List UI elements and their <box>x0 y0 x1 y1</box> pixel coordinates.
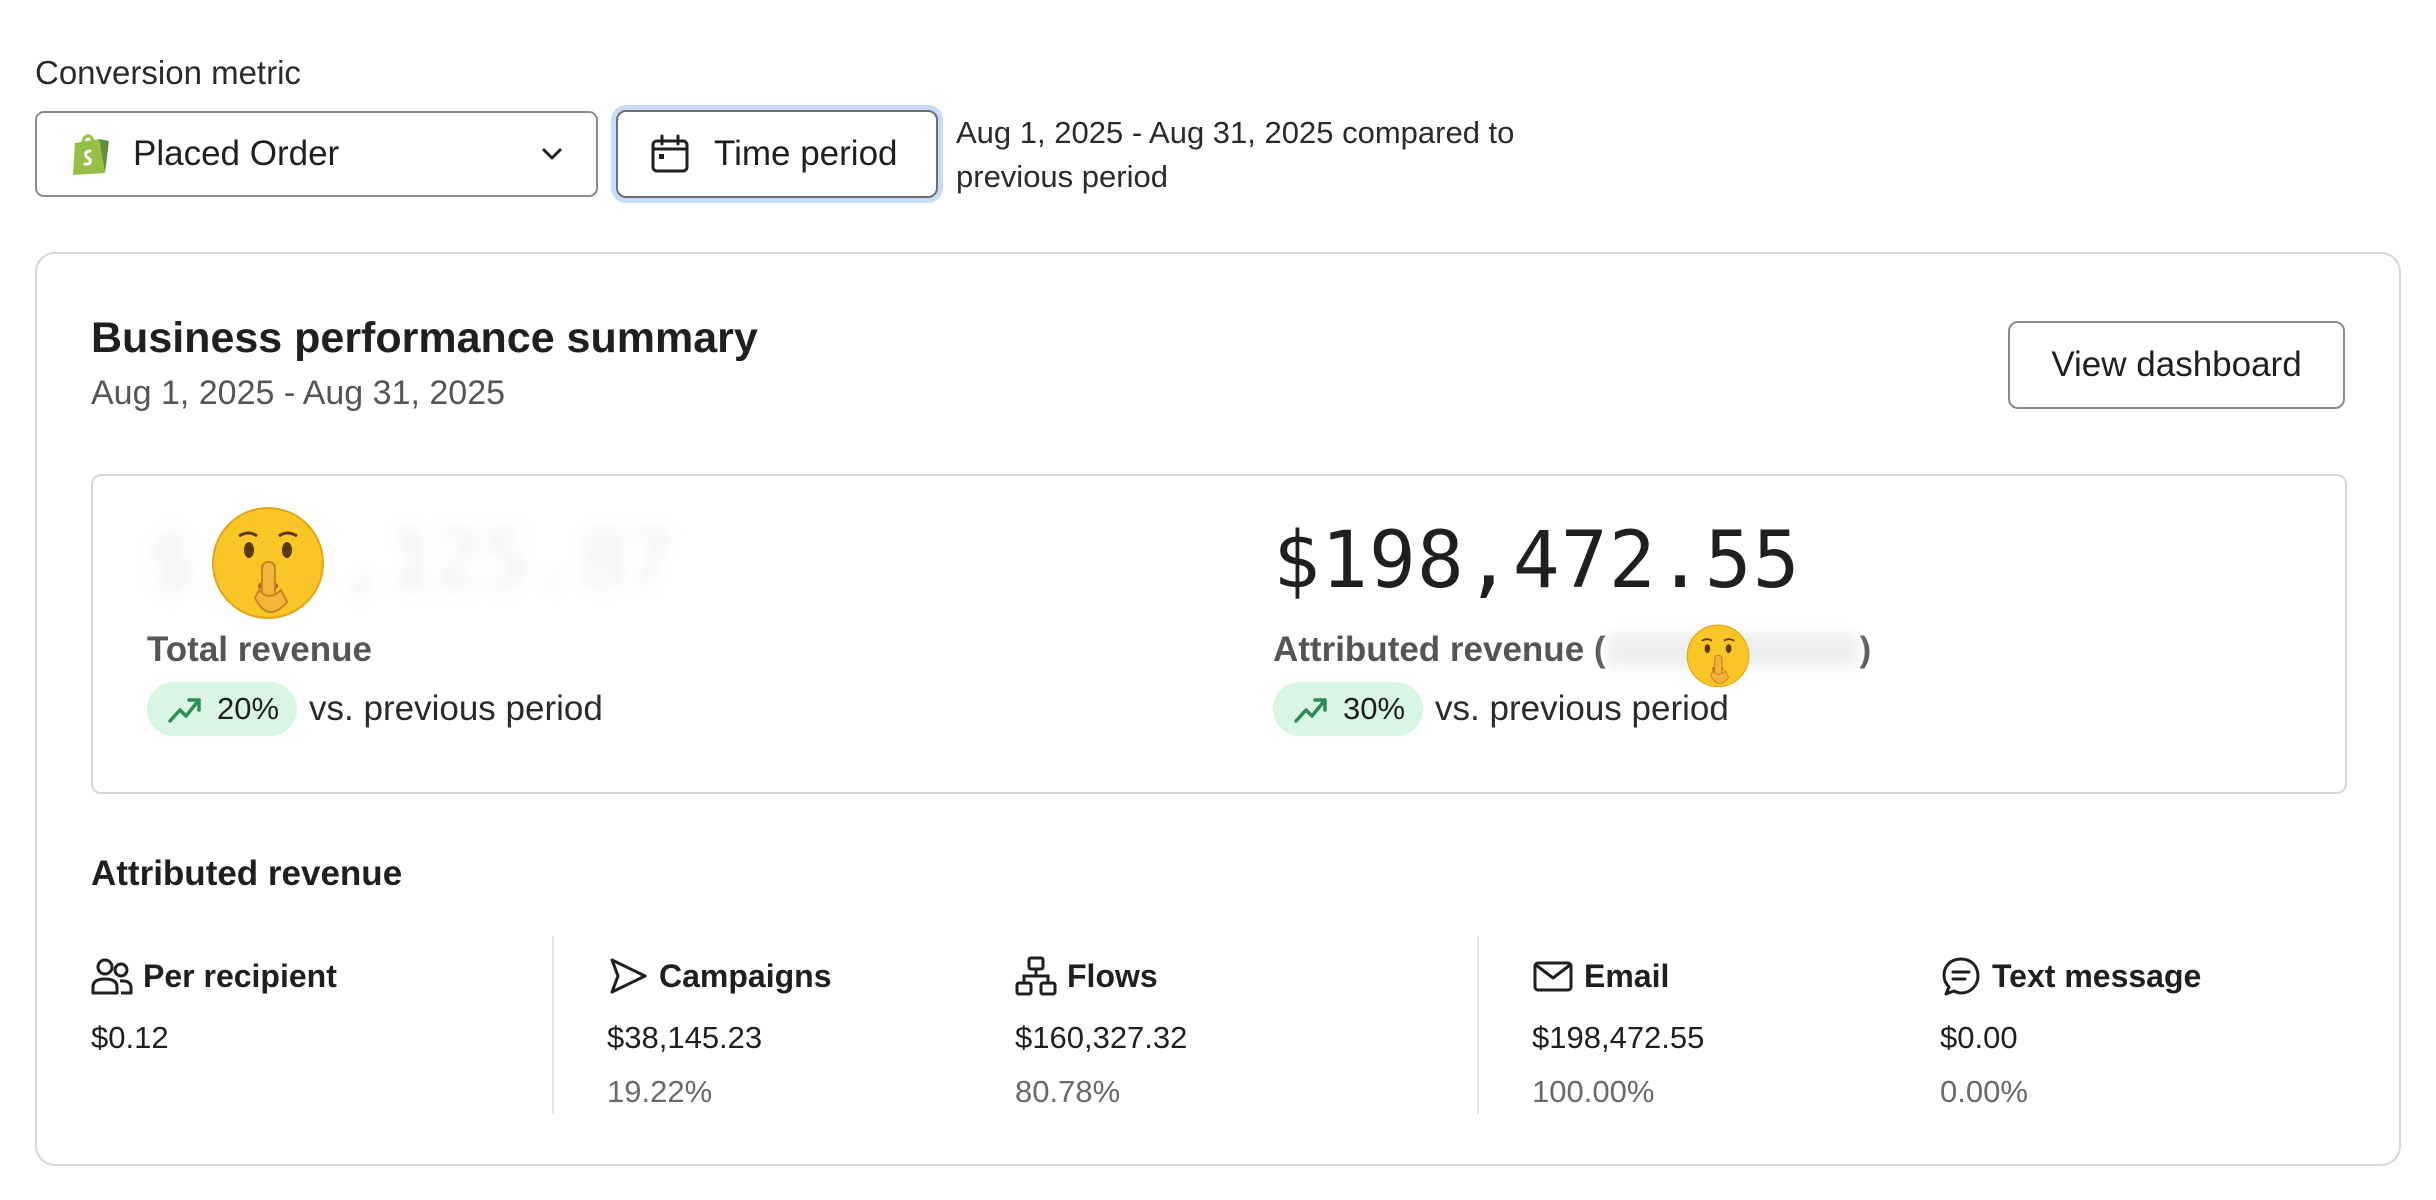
conversion-metric-label: Conversion metric <box>35 54 301 91</box>
metric-name: Text message <box>1992 957 2202 994</box>
shushing-face-icon <box>1686 624 1750 688</box>
attributed-revenue-label: Attributed revenue ( ) <box>1273 628 1871 672</box>
total-revenue-change: 20% vs. previous period <box>147 682 675 736</box>
metric-value: $0.00 <box>1940 1020 2018 1055</box>
metric-percent: 100.00% <box>1532 1074 1655 1109</box>
change-text: vs. previous period <box>1435 689 1729 728</box>
attributed-revenue-change: 30% vs. previous period <box>1273 682 1871 736</box>
metric-value: $0.12 <box>91 1020 169 1055</box>
shopify-bag-icon <box>73 134 109 175</box>
chevron-down-icon <box>542 148 562 160</box>
metric-name: Email <box>1584 957 1670 994</box>
metric-percent: 19.22% <box>607 1074 713 1109</box>
change-percent: 30% <box>1343 691 1406 726</box>
attributed-label-prefix: Attributed revenue ( <box>1273 630 1606 669</box>
shushing-face-icon <box>212 507 324 619</box>
change-percent: 20% <box>217 691 280 726</box>
calendar-icon <box>651 134 689 173</box>
column-divider <box>552 936 554 1114</box>
metric-name: Per recipient <box>143 957 337 994</box>
metric-email: Email $198,472.55 100.00% <box>1532 954 1704 1114</box>
card-subtitle: Aug 1, 2025 - Aug 31, 2025 <box>91 374 506 412</box>
column-divider <box>1477 936 1479 1114</box>
revenue-summary-box: $...,125.87 Total revenue 20% vs. previo… <box>91 474 2347 794</box>
trending-up-icon <box>168 698 201 723</box>
attributed-section-title: Attributed revenue <box>91 854 403 893</box>
metric-value: $38,145.23 <box>607 1020 763 1055</box>
conversion-metric-select[interactable]: Placed Order <box>35 111 598 197</box>
change-badge: 20% <box>147 682 298 736</box>
people-icon <box>91 958 133 995</box>
conversion-metric-value: Placed Order <box>133 134 340 173</box>
metric-value: $198,472.55 <box>1532 1020 1705 1055</box>
metric-percent: 0.00% <box>1940 1074 2028 1109</box>
card-title: Business performance summary <box>91 314 758 362</box>
metric-campaigns: Campaigns $38,145.23 19.22% <box>607 954 831 1114</box>
time-period-button[interactable]: Time period <box>616 110 938 198</box>
metric-name: Flows <box>1067 957 1158 994</box>
change-badge: 30% <box>1273 682 1424 736</box>
time-period-label: Time period <box>714 134 898 173</box>
send-icon <box>610 958 647 994</box>
metric-percent: 80.78% <box>1015 1074 1121 1109</box>
period-range-text: Aug 1, 2025 - Aug 31, 2025 compared to p… <box>956 115 1515 194</box>
metric-value: $160,327.32 <box>1015 1020 1188 1055</box>
chat-icon <box>1942 957 1980 996</box>
total-revenue-label: Total revenue <box>147 630 372 669</box>
metric-per-recipient: Per recipient $0.12 <box>91 954 337 1060</box>
attributed-revenue-value: $198,472.55 <box>1273 516 1801 606</box>
mail-icon <box>1533 961 1573 992</box>
metric-text-message: Text message $0.00 0.00% <box>1940 954 2201 1114</box>
attributed-label-suffix: ) <box>1859 630 1872 669</box>
attributed-revenue-stat: $198,472.55 Attributed revenue ( ) 30% v… <box>1273 506 1871 736</box>
flow-icon <box>1015 956 1057 996</box>
view-dashboard-button[interactable]: View dashboard <box>2008 321 2345 409</box>
trending-up-icon <box>1294 698 1327 723</box>
metric-name: Campaigns <box>659 957 832 994</box>
performance-summary-card: Business performance summary Aug 1, 2025… <box>35 252 2401 1166</box>
metric-flows: Flows $160,327.32 80.78% <box>1015 954 1187 1114</box>
change-text: vs. previous period <box>309 689 603 728</box>
